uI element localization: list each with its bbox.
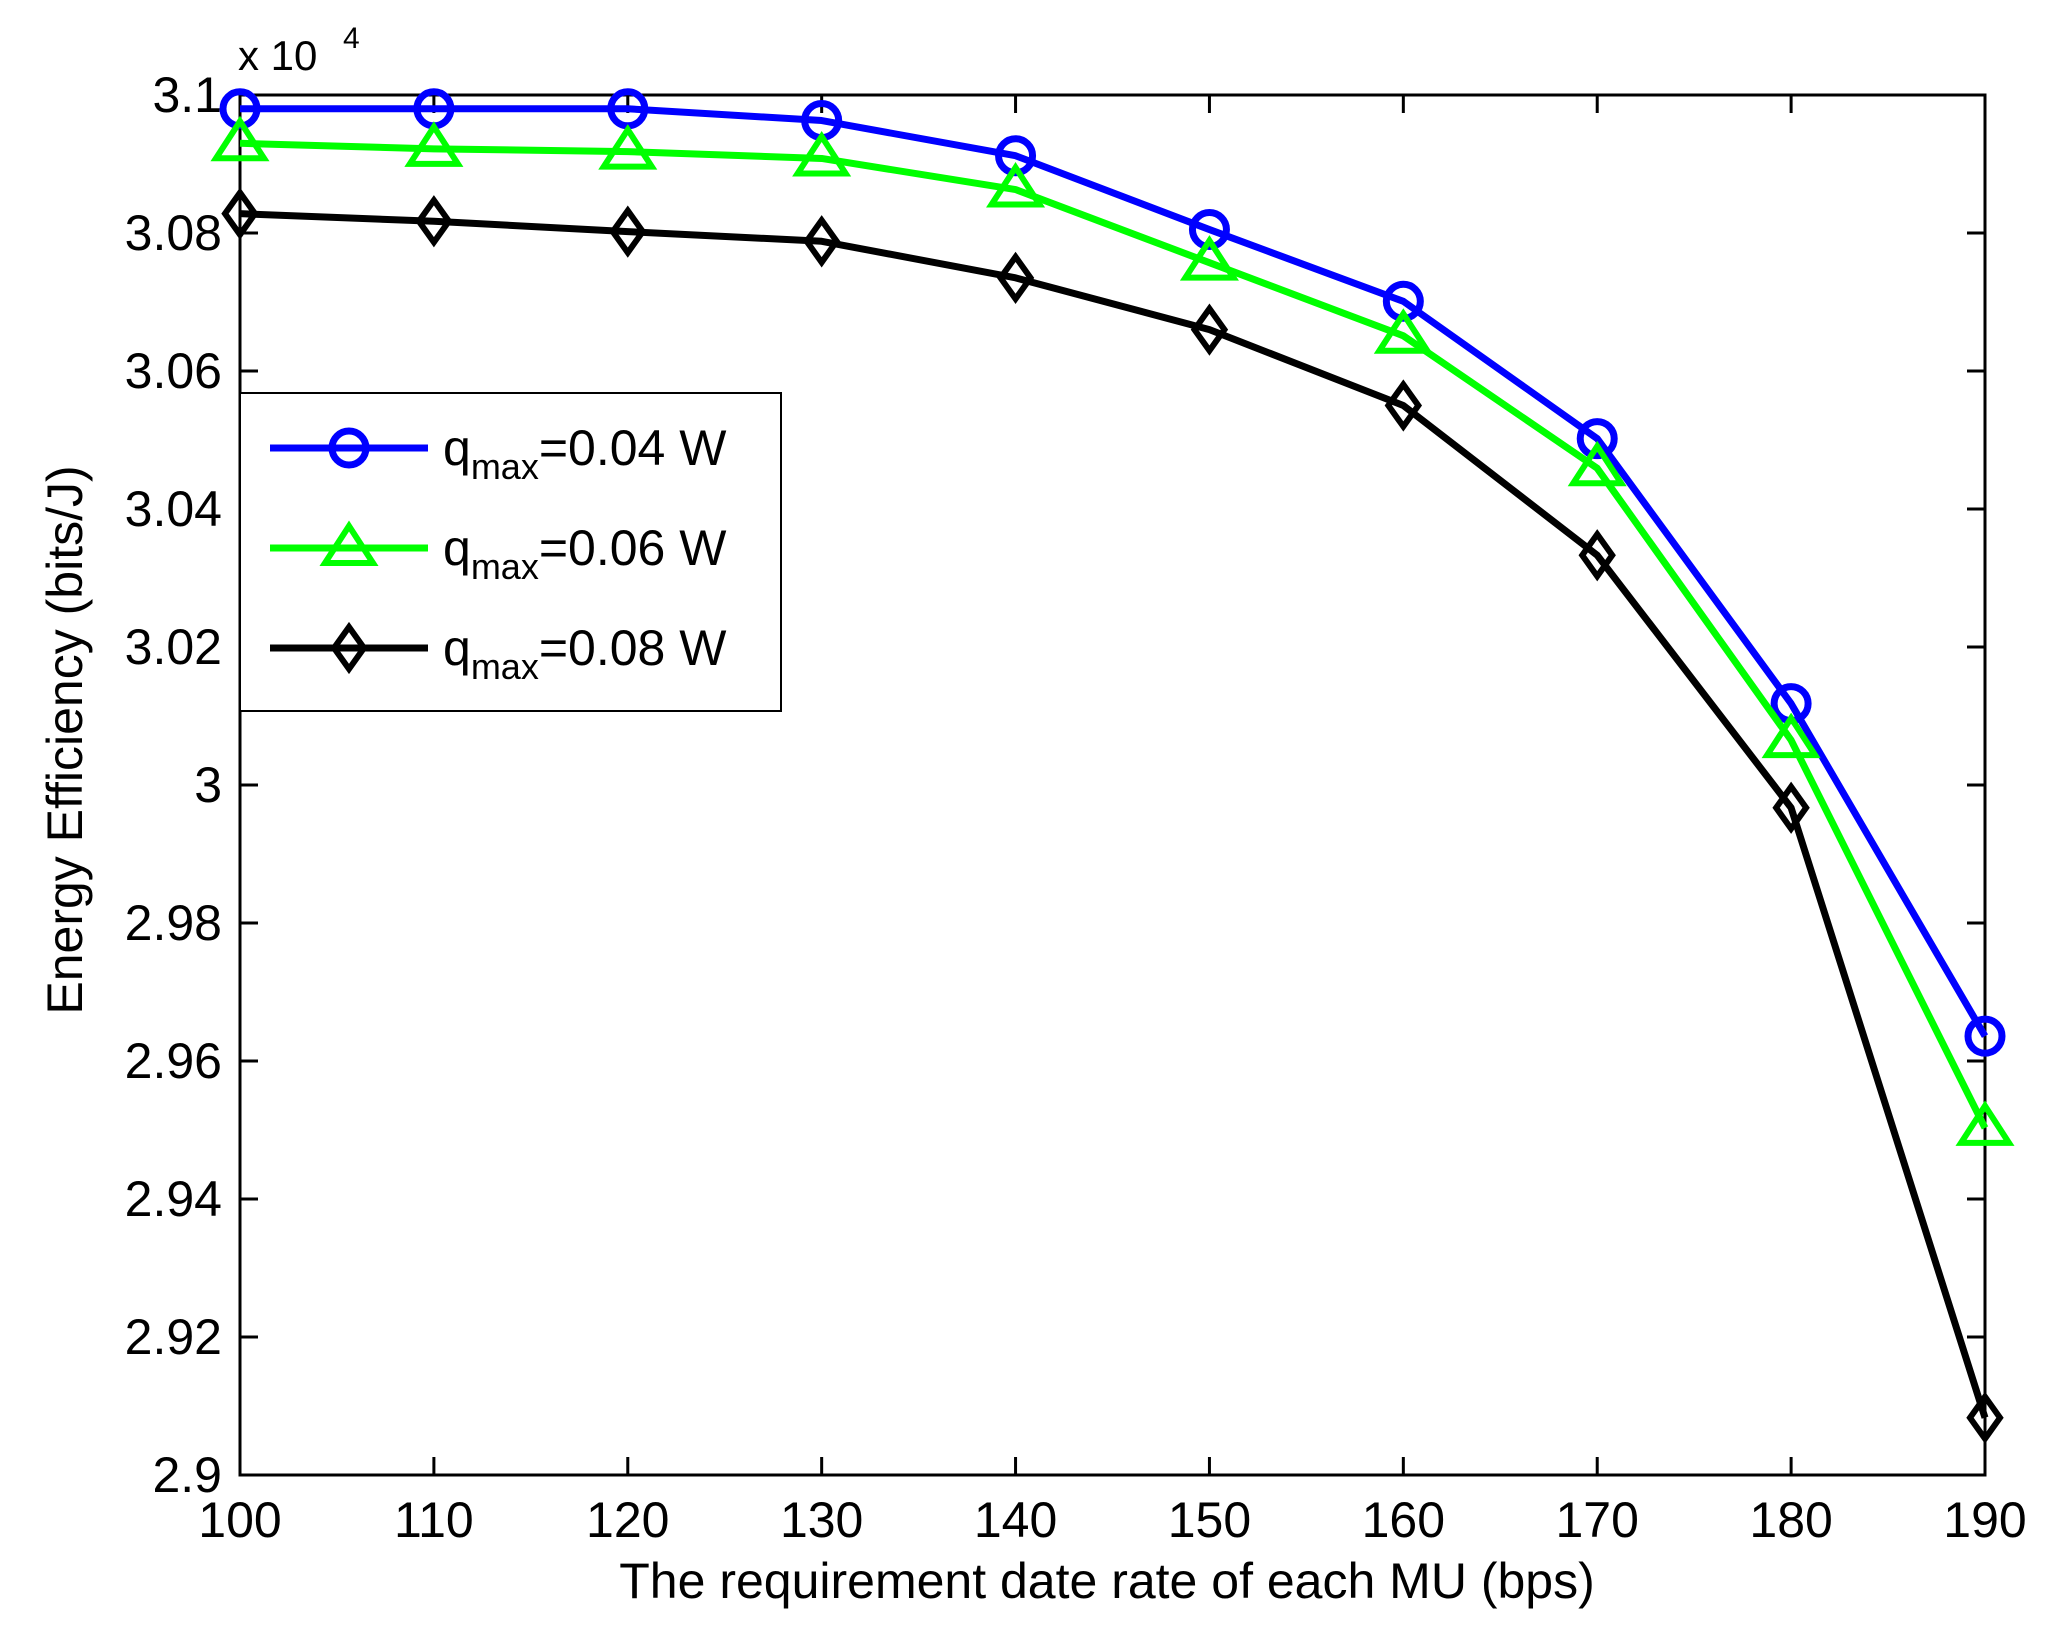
- y-tick-label: 2.9: [152, 1447, 222, 1503]
- y-tick-label: 3.08: [125, 205, 222, 261]
- y-tick-label: 3.04: [125, 481, 222, 537]
- data-point-triangle: [404, 121, 464, 167]
- data-point-diamond: [1578, 529, 1616, 582]
- x-tick-label: 120: [586, 1492, 669, 1548]
- series-layer: [210, 88, 2015, 1444]
- series-line: [240, 105, 1989, 1038]
- legend-entry-3: qmax=0.08 W: [270, 620, 727, 687]
- plot-area: [238, 93, 1987, 1477]
- data-point-circle: [1576, 418, 1618, 460]
- data-point-circle: [1188, 209, 1230, 251]
- x-tick-label: 100: [198, 1492, 281, 1548]
- data-point-circle: [1964, 1015, 2006, 1057]
- data-point-triangle: [1761, 712, 1821, 759]
- y-axis-exponent: x 10 4: [238, 22, 360, 79]
- data-point-diamond: [609, 205, 647, 258]
- data-point-diamond: [996, 251, 1035, 305]
- data-point-triangle: [1955, 1100, 2015, 1146]
- legend-label: qmax=0.06 W: [443, 520, 727, 587]
- data-point-diamond: [1384, 379, 1423, 432]
- x-tick-label: 150: [1168, 1492, 1251, 1548]
- y-axis-label: Energy Efficiency (bits/J): [37, 465, 93, 1014]
- legend-label: qmax=0.08 W: [443, 620, 727, 687]
- legend-marker-triangle: [319, 520, 379, 566]
- x-axis-ticks: 100 110 120 130 140 150 160 170 180 190: [198, 95, 2027, 1548]
- x-tick-label: 160: [1362, 1492, 1445, 1548]
- series-3: [221, 187, 2004, 1444]
- data-point-diamond: [802, 215, 841, 268]
- exponent-power: 4: [343, 22, 360, 55]
- legend-label-rest: =0.06 W: [539, 520, 727, 576]
- legend-marker-circle: [328, 427, 370, 469]
- legend-label: qmax=0.04 W: [443, 420, 727, 487]
- legend-label-main: q: [443, 620, 471, 676]
- y-tick-label: 2.92: [125, 1309, 222, 1365]
- y-tick-label: 3.1: [152, 67, 222, 123]
- plot-frame: [238, 93, 1987, 1477]
- legend-label-rest: =0.04 W: [539, 420, 727, 476]
- x-tick-label: 180: [1749, 1492, 1832, 1548]
- x-axis-label: The requirement date rate of each MU (bp…: [619, 1553, 1594, 1609]
- x-tick-label: 190: [1943, 1492, 2026, 1548]
- data-point-diamond: [1190, 303, 1229, 356]
- y-tick-label: 3.02: [125, 619, 222, 675]
- data-point-triangle: [1567, 440, 1627, 487]
- exponent-base: x 10: [238, 32, 317, 79]
- x-tick-label: 140: [974, 1492, 1057, 1548]
- legend-label-main: q: [443, 520, 471, 576]
- legend-label-sub: max: [471, 446, 539, 487]
- y-tick-label: 2.96: [125, 1033, 222, 1089]
- data-point-triangle: [598, 124, 658, 170]
- data-point-diamond: [415, 195, 453, 248]
- series-2: [210, 115, 2015, 1146]
- series-line: [239, 210, 1989, 1419]
- legend-marker-diamond: [330, 621, 368, 675]
- data-point-diamond: [221, 187, 259, 240]
- x-tick-label: 110: [394, 1492, 474, 1548]
- legend-entry-1: qmax=0.04 W: [270, 420, 727, 487]
- data-point-triangle: [1179, 235, 1239, 281]
- legend-entry-2: qmax=0.06 W: [270, 520, 727, 587]
- y-tick-label: 3.06: [125, 343, 222, 399]
- y-tick-label: 3: [194, 757, 222, 813]
- x-tick-label: 130: [780, 1492, 863, 1548]
- data-point-triangle: [1373, 308, 1433, 354]
- legend-label-rest: =0.08 W: [539, 620, 727, 676]
- data-point-diamond: [1772, 781, 1810, 834]
- legend-label-sub: max: [471, 646, 539, 687]
- series-line: [239, 139, 1989, 1130]
- y-tick-label: 2.94: [125, 1171, 222, 1227]
- y-tick-label: 2.98: [125, 895, 222, 951]
- x-tick-label: 170: [1556, 1492, 1639, 1548]
- data-point-triangle: [986, 162, 1046, 208]
- data-point-triangle: [792, 130, 852, 177]
- data-point-triangle: [210, 115, 270, 162]
- legend-label-sub: max: [471, 546, 539, 587]
- y-axis-ticks: 2.9 2.92 2.94 2.96 2.98 3 3.02 3.04 3.06 3.08 3.1: [125, 67, 1985, 1503]
- data-point-diamond: [1966, 1391, 2004, 1444]
- legend-label-main: q: [443, 420, 471, 476]
